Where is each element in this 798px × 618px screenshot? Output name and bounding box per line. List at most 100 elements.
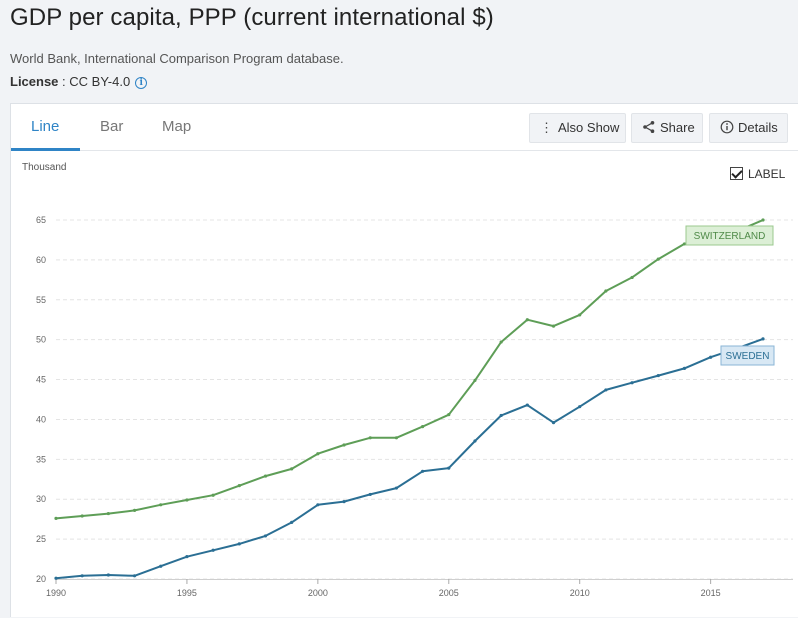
data-point-switzerland (604, 289, 608, 293)
data-point-switzerland (656, 257, 660, 261)
y-tick-label: 40 (36, 414, 46, 424)
y-tick-label: 45 (36, 375, 46, 385)
data-point-switzerland (525, 318, 529, 322)
label-toggle-text: LABEL (748, 167, 786, 181)
share-label: Share (660, 120, 695, 135)
x-tick-label: 2000 (308, 588, 328, 598)
data-point-switzerland (185, 498, 189, 502)
data-point-sweden (551, 421, 556, 425)
y-tick-label: 60 (36, 255, 46, 265)
data-point-switzerland (159, 503, 163, 507)
y-unit-label: Thousand (22, 162, 67, 173)
page-header: GDP per capita, PPP (current internation… (0, 0, 798, 103)
data-point-sweden (368, 492, 372, 497)
data-point-switzerland (368, 436, 372, 440)
data-point-sweden (499, 413, 503, 418)
data-point-switzerland (682, 242, 687, 246)
data-point-sweden (185, 555, 189, 559)
data-point-switzerland (551, 324, 556, 328)
info-icon[interactable]: i (135, 77, 148, 89)
data-point-switzerland (290, 467, 294, 471)
y-tick-label: 35 (36, 454, 46, 464)
data-point-sweden (80, 574, 84, 578)
data-point-switzerland (263, 474, 268, 478)
tab-line[interactable]: Line (31, 118, 60, 135)
label-toggle[interactable]: LABEL (730, 167, 785, 181)
x-tick-label: 2015 (701, 588, 721, 598)
data-point-sweden (342, 500, 346, 504)
also-show-button[interactable]: ⋮ Also Show (529, 113, 626, 143)
series-label-box (720, 345, 775, 366)
data-point-sweden (54, 576, 58, 580)
data-point-sweden (447, 466, 451, 470)
data-point-switzerland (211, 493, 215, 497)
tab-bar[interactable]: Bar (100, 118, 124, 135)
x-tick-label: 2010 (570, 588, 590, 598)
y-tick-label: 50 (36, 335, 46, 345)
data-point-switzerland (342, 443, 346, 447)
data-point-switzerland (447, 413, 451, 417)
view-tabs: Line Bar Map ⋮ Also Show Share Details (11, 104, 798, 151)
data-point-switzerland (473, 378, 477, 382)
x-tick-label: 2005 (439, 588, 459, 598)
label-checkbox[interactable] (730, 167, 743, 180)
data-point-sweden (630, 381, 634, 385)
data-point-sweden (709, 355, 713, 359)
series-line-sweden (55, 337, 764, 580)
chart-area: Thousand LABEL 20 25 30 35 40 45 50 55 60 65 1990 1… (11, 152, 798, 618)
x-tick-label: 1990 (46, 588, 66, 598)
tab-map[interactable]: Map (162, 118, 192, 135)
data-point-switzerland (316, 452, 320, 456)
series-label-box (685, 225, 774, 246)
data-point-sweden (394, 486, 399, 490)
data-point-sweden (473, 439, 477, 443)
share-button[interactable]: Share (631, 113, 703, 143)
x-tick-label: 1995 (177, 588, 197, 598)
data-point-sweden (761, 337, 765, 341)
data-point-switzerland (499, 340, 503, 344)
license-info: License : CC BY-4.0 i (10, 74, 148, 89)
y-tick-label: 55 (36, 295, 46, 305)
share-icon (642, 114, 656, 142)
active-tab-indicator (11, 148, 80, 151)
data-point-sweden (106, 573, 110, 577)
data-point-sweden (159, 564, 163, 568)
data-point-sweden (578, 405, 582, 409)
data-point-sweden (604, 388, 608, 392)
data-point-switzerland (106, 511, 110, 516)
data-point-switzerland (578, 313, 582, 317)
series-label-switzerland: SWITZERLAND (694, 231, 766, 242)
chart-panel: Line Bar Map ⋮ Also Show Share Details Th… (10, 103, 798, 617)
page-title: GDP per capita, PPP (current internation… (10, 4, 494, 31)
data-point-sweden (211, 548, 215, 552)
data-point-sweden (316, 503, 320, 507)
data-point-sweden (290, 520, 294, 524)
details-button[interactable]: Details (709, 113, 788, 143)
data-point-switzerland (761, 218, 765, 222)
data-point-sweden (132, 574, 137, 578)
data-point-switzerland (132, 508, 137, 512)
license-value: : CC BY-4.0 (58, 74, 131, 89)
y-tick-label: 20 (36, 574, 46, 584)
also-show-label: Also Show (558, 120, 620, 135)
data-point-switzerland (394, 436, 399, 440)
data-source: World Bank, International Comparison Pro… (10, 51, 344, 66)
data-point-switzerland (80, 514, 84, 518)
y-tick-label: 30 (36, 494, 46, 504)
data-point-switzerland (237, 484, 241, 488)
series-line-switzerland (55, 219, 764, 520)
data-point-sweden (237, 542, 241, 546)
y-tick-label: 25 (36, 534, 46, 544)
data-point-sweden (656, 373, 660, 378)
series-label-sweden: SWEDEN (726, 351, 770, 362)
data-point-switzerland (630, 275, 634, 280)
data-point-sweden (682, 366, 687, 370)
data-point-switzerland (54, 516, 58, 520)
info-circle-icon (720, 114, 734, 142)
data-point-sweden (263, 534, 268, 538)
y-tick-label: 65 (36, 215, 46, 225)
data-point-switzerland (420, 425, 425, 429)
data-point-sweden (525, 403, 529, 407)
details-label: Details (738, 120, 778, 135)
